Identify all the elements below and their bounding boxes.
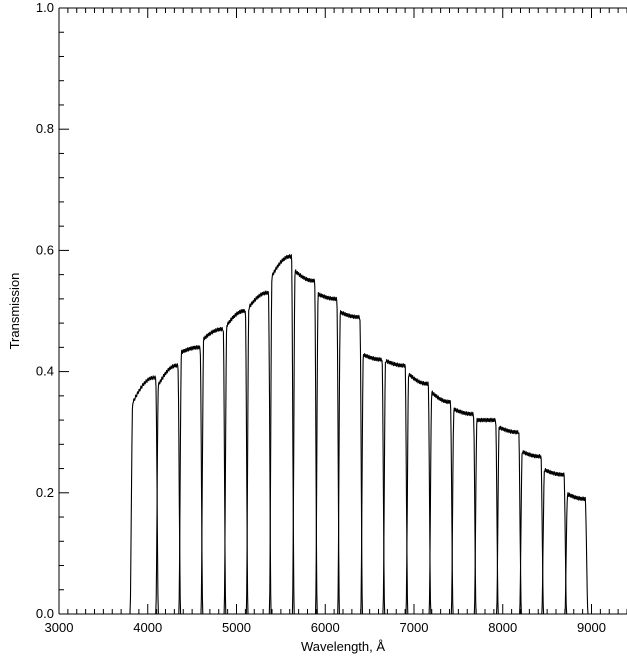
x-tick-label: 6000 <box>311 620 340 635</box>
filter-curve <box>450 407 477 615</box>
y-axis-label: Transmission <box>7 273 22 350</box>
x-tick-label: 5000 <box>222 620 251 635</box>
filter-curve <box>337 310 364 615</box>
x-tick-label: 8000 <box>488 620 517 635</box>
filter-curve <box>428 390 454 615</box>
filter-curve <box>541 467 568 615</box>
x-tick-labels: 3000 4000 5000 6000 7000 8000 9000 <box>45 620 606 635</box>
filter-curve <box>405 372 432 615</box>
y-tick-label: 0.2 <box>36 485 54 500</box>
x-tick-label: 7000 <box>400 620 429 635</box>
filter-curve <box>129 375 159 615</box>
x-ticks <box>58 8 627 614</box>
y-tick-label: 0.8 <box>36 121 54 136</box>
x-tick-label: 4000 <box>133 620 162 635</box>
filter-curves <box>129 254 589 615</box>
filter-curve <box>291 269 318 615</box>
y-tick-label: 0.4 <box>36 364 54 379</box>
filter-curve <box>519 450 545 615</box>
filter-curve <box>223 308 249 615</box>
filter-curve <box>178 345 204 615</box>
filter-curve <box>268 254 295 615</box>
filter-curve <box>382 358 409 615</box>
x-tick-label: 3000 <box>45 620 74 635</box>
filter-curve <box>360 353 386 615</box>
filter-curve <box>200 326 227 615</box>
filter-curve <box>245 290 272 615</box>
y-ticks <box>59 7 69 615</box>
filter-curve <box>564 492 589 615</box>
y-tick-labels: 0.0 0.2 0.4 0.6 0.8 1.0 <box>36 0 54 621</box>
y-tick-label: 0.6 <box>36 242 54 257</box>
y-tick-label: 0.0 <box>36 606 54 621</box>
x-axis-label: Wavelength, Å <box>301 639 385 654</box>
filter-curve <box>155 363 182 615</box>
y-tick-label: 1.0 <box>36 0 54 15</box>
filter-curve <box>314 292 340 615</box>
filter-curve <box>473 417 499 615</box>
x-tick-label: 9000 <box>577 620 606 635</box>
filter-curve <box>495 425 522 615</box>
